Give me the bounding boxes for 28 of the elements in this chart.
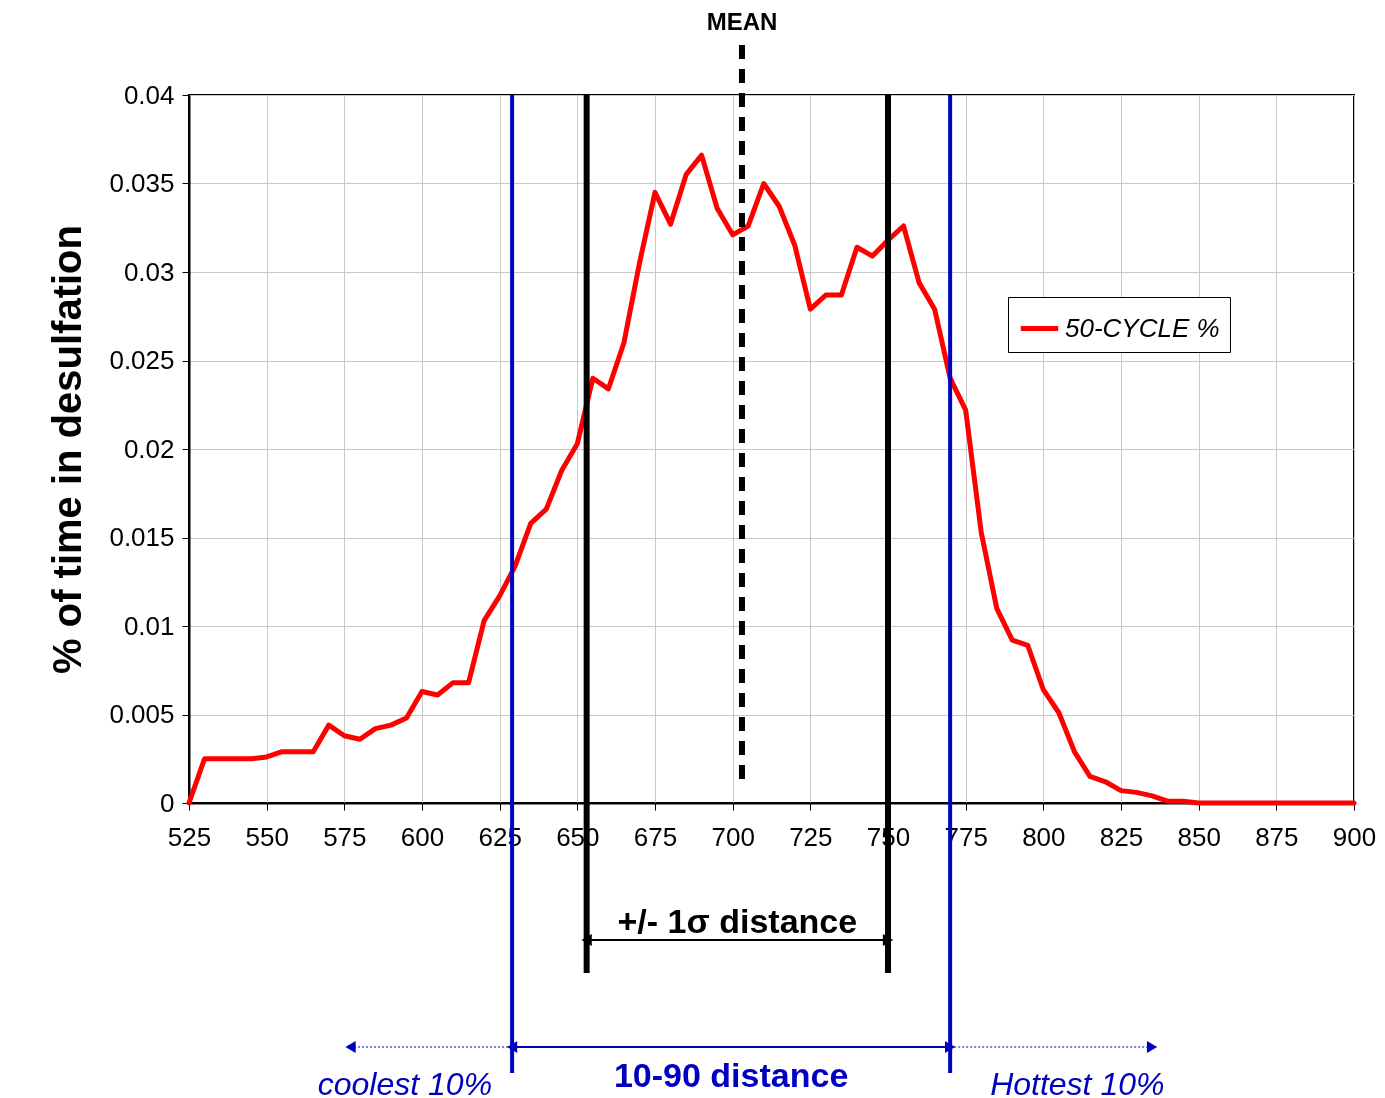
text: Hottest 10% [990,1066,1165,1098]
x-tick-label: 900 [1332,821,1377,852]
text: +/- 1σ distance [617,902,858,940]
y-tick-label: 0.04 [123,79,175,110]
text: coolest 10% [317,1066,493,1098]
x-tick-label: 800 [1022,821,1066,852]
y-tick-label: 0.015 [109,522,175,552]
y-tick-label: 0.035 [109,168,175,198]
legend-label: 50-CYCLE % [1065,312,1220,343]
x-tick-label: 875 [1255,821,1299,852]
x-tick-label: 525 [167,821,212,852]
y-tick-label: 0.005 [109,699,175,729]
x-tick-label: 600 [400,821,445,852]
x-tick-label: 675 [633,821,678,852]
y-axis-title: % of time in desulfation [45,225,90,674]
y-tick-label: 0 [160,787,175,818]
x-tick-label: 575 [323,821,367,852]
x-tick-label: 700 [711,821,755,852]
x-tick-label: 725 [789,821,833,852]
x-tick-label: 850 [1177,821,1221,852]
x-tick-label: 550 [245,821,289,852]
ref-line-label: MEAN [706,8,778,35]
y-tick-label: 0.01 [123,610,175,641]
y-tick-label: 0.03 [123,256,175,287]
y-tick-label: 0.025 [109,345,175,375]
x-tick-label: 825 [1099,821,1144,852]
text: 10-90 distance [613,1056,849,1094]
y-tick-label: 0.02 [123,433,175,464]
